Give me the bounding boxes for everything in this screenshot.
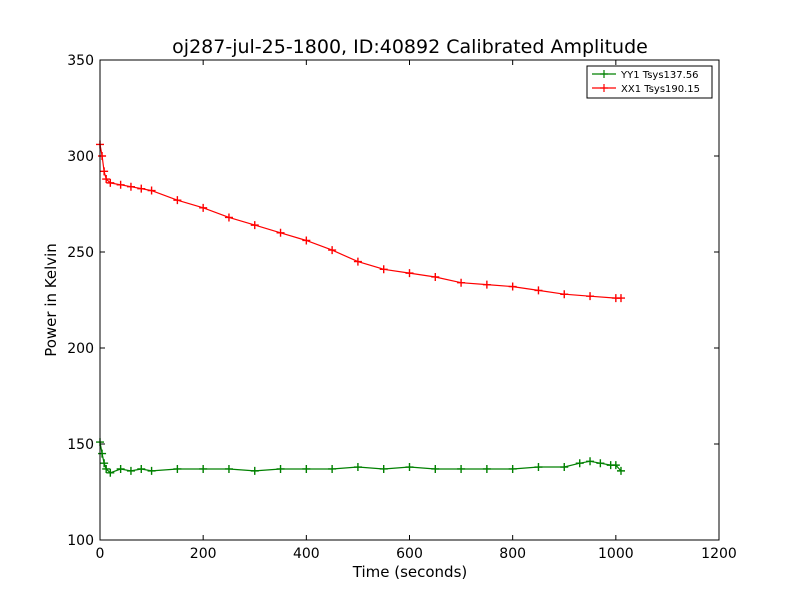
data-point bbox=[106, 178, 115, 187]
data-point bbox=[100, 459, 109, 468]
data-point bbox=[276, 464, 285, 473]
data-point bbox=[560, 463, 569, 472]
data-point bbox=[173, 464, 182, 473]
data-point bbox=[137, 464, 146, 473]
chart-title: oj287-jul-25-1800, ID:40892 Calibrated A… bbox=[172, 36, 648, 58]
x-tick-labels: 0 200 400 600 800 1000 1200 bbox=[96, 546, 737, 562]
data-point bbox=[147, 466, 156, 475]
data-point bbox=[224, 464, 233, 473]
data-point bbox=[250, 221, 259, 230]
legend-marker bbox=[600, 84, 608, 92]
data-point bbox=[379, 464, 388, 473]
x-tick-label: 0 bbox=[96, 546, 105, 562]
data-point bbox=[616, 294, 625, 303]
series-line bbox=[99, 144, 621, 299]
data-point bbox=[457, 464, 466, 473]
data-point bbox=[431, 272, 440, 281]
data-point bbox=[586, 292, 595, 301]
data-point bbox=[560, 290, 569, 299]
x-tick-label: 800 bbox=[499, 546, 526, 562]
data-point bbox=[250, 466, 259, 475]
data-point bbox=[106, 468, 115, 477]
data-point bbox=[328, 464, 337, 473]
data-point bbox=[482, 464, 491, 473]
data-point bbox=[353, 463, 362, 472]
data-point bbox=[575, 459, 584, 468]
data-point bbox=[534, 463, 543, 472]
data-point bbox=[147, 186, 156, 195]
y-axis-label: Power in Kelvin bbox=[42, 243, 60, 357]
y-tick-label: 350 bbox=[67, 53, 94, 69]
data-point bbox=[116, 180, 125, 189]
x-tick-label: 600 bbox=[396, 546, 423, 562]
data-point bbox=[102, 464, 111, 473]
data-point bbox=[302, 464, 311, 473]
data-point bbox=[98, 152, 107, 160]
y-tick-labels: 100 150 200 250 300 350 bbox=[67, 53, 94, 549]
data-point bbox=[611, 461, 620, 470]
y-tick-label: 100 bbox=[67, 533, 94, 549]
data-point bbox=[405, 463, 414, 472]
data-point bbox=[328, 246, 337, 255]
y-tick-label: 250 bbox=[67, 245, 94, 261]
data-point bbox=[126, 466, 135, 475]
x-axis-label: Time (seconds) bbox=[352, 563, 468, 581]
data-point bbox=[173, 196, 182, 205]
series-yy1 bbox=[96, 438, 625, 477]
y-tick-label: 300 bbox=[67, 149, 94, 165]
data-point bbox=[126, 182, 135, 191]
data-point bbox=[137, 184, 146, 193]
data-point bbox=[596, 459, 605, 468]
legend-marker bbox=[600, 70, 608, 78]
data-point bbox=[100, 167, 109, 176]
y-tick-label: 200 bbox=[67, 341, 94, 357]
data-point bbox=[457, 278, 466, 287]
data-point bbox=[534, 286, 543, 295]
data-point bbox=[431, 464, 440, 473]
data-point bbox=[405, 269, 414, 278]
y-tick-label: 150 bbox=[67, 437, 94, 453]
legend-label: YY1 Tsys137.56 bbox=[620, 70, 699, 81]
data-point bbox=[586, 457, 595, 466]
data-point bbox=[116, 464, 125, 473]
series-layer bbox=[96, 140, 625, 477]
data-point bbox=[508, 282, 517, 291]
data-point bbox=[276, 228, 285, 237]
x-tick-label: 1000 bbox=[598, 546, 634, 562]
x-tick-label: 1200 bbox=[701, 546, 737, 562]
series-xx1 bbox=[96, 140, 625, 303]
data-point bbox=[379, 265, 388, 274]
data-point bbox=[224, 213, 233, 222]
data-point bbox=[98, 449, 107, 458]
plot-frame bbox=[99, 59, 720, 541]
x-tick-label: 200 bbox=[190, 546, 217, 562]
data-point bbox=[508, 464, 517, 473]
data-point bbox=[616, 466, 625, 475]
data-point bbox=[199, 464, 208, 473]
data-point bbox=[102, 175, 111, 184]
x-tick-label: 400 bbox=[293, 546, 320, 562]
legend: YY1 Tsys137.56 XX1 Tsys190.15 bbox=[586, 65, 713, 99]
data-point bbox=[353, 257, 362, 266]
legend-box bbox=[586, 65, 713, 99]
legend-label: XX1 Tsys190.15 bbox=[621, 84, 700, 95]
data-point bbox=[482, 280, 491, 289]
data-point bbox=[199, 203, 208, 212]
data-point bbox=[302, 236, 311, 245]
